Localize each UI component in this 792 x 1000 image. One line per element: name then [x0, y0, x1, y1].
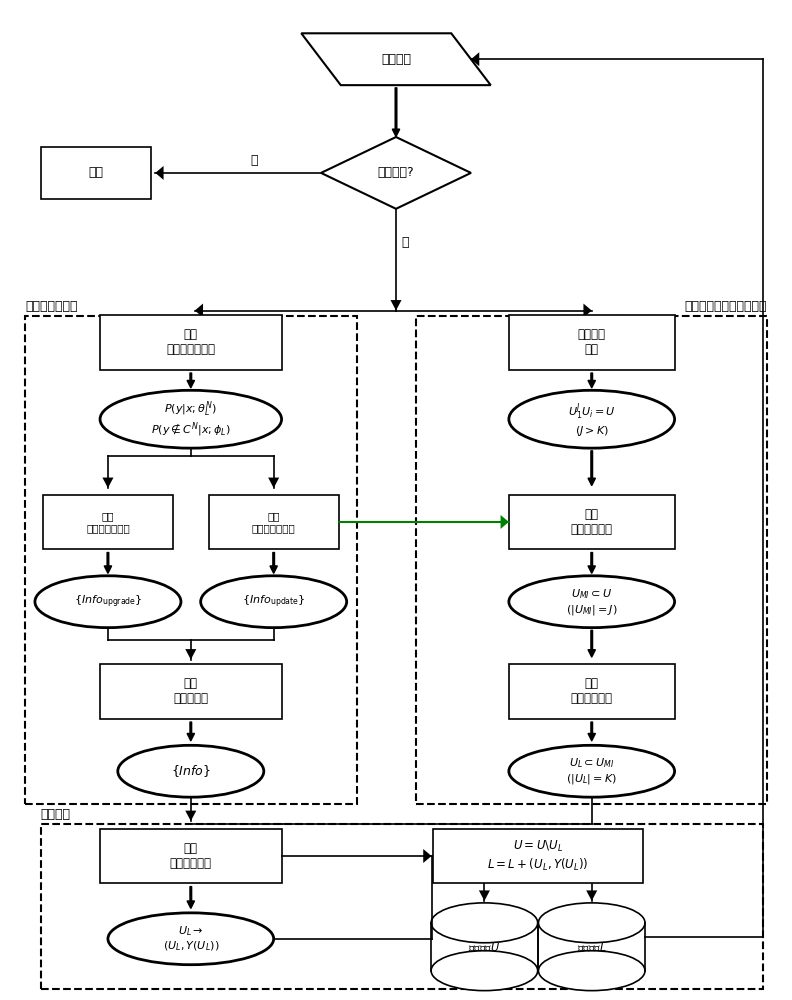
FancyArrowPatch shape	[188, 722, 194, 741]
Text: 选取
最有信息样本: 选取 最有信息样本	[571, 508, 613, 536]
Text: $U_L\subset U_{MI}$
$(|U_L| = K)$: $U_L\subset U_{MI}$ $(|U_L| = K)$	[566, 756, 617, 786]
FancyBboxPatch shape	[431, 923, 538, 971]
Text: 计算
模型变更信息量: 计算 模型变更信息量	[86, 511, 130, 533]
Text: $P(y|x;\theta_L^N)$
$P(y\notin C^N|x;\phi_L)$: $P(y|x;\theta_L^N)$ $P(y\notin C^N|x;\ph…	[150, 399, 230, 439]
Ellipse shape	[118, 745, 264, 797]
Polygon shape	[390, 300, 402, 311]
Text: $\{Info\}$: $\{Info\}$	[171, 763, 211, 779]
Polygon shape	[301, 33, 491, 85]
Polygon shape	[185, 811, 196, 821]
Ellipse shape	[539, 951, 645, 991]
Ellipse shape	[508, 390, 675, 448]
Polygon shape	[471, 52, 479, 66]
FancyBboxPatch shape	[100, 315, 282, 370]
FancyArrowPatch shape	[393, 88, 399, 136]
Text: 计算
总体信息量: 计算 总体信息量	[173, 677, 208, 705]
Polygon shape	[501, 515, 508, 529]
Text: 未标注集
聚类: 未标注集 聚类	[577, 328, 606, 356]
Ellipse shape	[35, 576, 181, 628]
Polygon shape	[102, 478, 113, 488]
Text: $U_1^J U_i = U$
$(J > K)$: $U_1^J U_i = U$ $(J > K)$	[568, 401, 615, 438]
Text: 选取
最有信息样本: 选取 最有信息样本	[571, 677, 613, 705]
FancyArrowPatch shape	[270, 553, 277, 573]
Text: 计算
模型变更信息量: 计算 模型变更信息量	[166, 328, 215, 356]
Ellipse shape	[431, 951, 538, 991]
Polygon shape	[586, 890, 597, 901]
FancyArrowPatch shape	[105, 553, 112, 573]
FancyBboxPatch shape	[100, 829, 282, 883]
Text: 基于聚类的样本批量选取: 基于聚类的样本批量选取	[684, 300, 767, 313]
FancyBboxPatch shape	[208, 495, 339, 549]
FancyBboxPatch shape	[508, 664, 675, 719]
Text: 结束: 结束	[89, 166, 104, 179]
Polygon shape	[155, 166, 164, 180]
Text: $U_{MI}\subset U$
$(|U_{MI}| = J)$: $U_{MI}\subset U$ $(|U_{MI}| = J)$	[566, 587, 618, 617]
Text: $U_L\to$
$(U_L, Y(U_L))$: $U_L\to$ $(U_L, Y(U_L))$	[162, 924, 219, 953]
FancyArrowPatch shape	[588, 722, 596, 741]
FancyArrowPatch shape	[588, 451, 596, 485]
Text: $U = U\backslash U_L$
$L = L + (U_L, Y(U_L))$: $U = U\backslash U_L$ $L = L + (U_L, Y(U…	[487, 839, 588, 873]
Text: $\{Info_{\mathrm{update}}\}$: $\{Info_{\mathrm{update}}\}$	[242, 594, 306, 610]
Polygon shape	[423, 849, 432, 863]
Ellipse shape	[431, 903, 538, 943]
FancyArrowPatch shape	[588, 630, 596, 657]
FancyBboxPatch shape	[100, 664, 282, 719]
Ellipse shape	[508, 745, 675, 797]
Polygon shape	[584, 304, 592, 318]
FancyArrowPatch shape	[588, 373, 596, 388]
Text: 分类模型: 分类模型	[381, 53, 411, 66]
FancyArrowPatch shape	[588, 553, 596, 573]
Polygon shape	[195, 304, 203, 318]
FancyBboxPatch shape	[43, 495, 173, 549]
Text: 计算
模型调优信息量: 计算 模型调优信息量	[252, 511, 295, 533]
Text: $\{Info_{\mathrm{upgrade}}\}$: $\{Info_{\mathrm{upgrade}}\}$	[74, 594, 143, 610]
Text: 符合要求?: 符合要求?	[378, 166, 414, 179]
Text: 标注
最有信息样本: 标注 最有信息样本	[169, 842, 211, 870]
Text: 否: 否	[402, 236, 409, 249]
FancyBboxPatch shape	[41, 147, 151, 199]
Ellipse shape	[108, 913, 274, 965]
Ellipse shape	[200, 576, 347, 628]
FancyArrowPatch shape	[188, 887, 194, 908]
Polygon shape	[479, 890, 490, 901]
Text: 样本信息量度量: 样本信息量度量	[25, 300, 78, 313]
Ellipse shape	[508, 576, 675, 628]
FancyBboxPatch shape	[508, 495, 675, 549]
Ellipse shape	[100, 390, 282, 448]
FancyBboxPatch shape	[433, 829, 642, 883]
FancyArrowPatch shape	[188, 373, 194, 388]
Text: 是: 是	[250, 154, 257, 167]
Ellipse shape	[539, 903, 645, 943]
Text: 未标注集$U$: 未标注集$U$	[468, 941, 501, 953]
Polygon shape	[321, 137, 471, 209]
Polygon shape	[185, 649, 196, 660]
FancyBboxPatch shape	[539, 923, 645, 971]
Text: 已标注集$L$: 已标注集$L$	[577, 941, 607, 953]
FancyBboxPatch shape	[508, 315, 675, 370]
Text: 样本标注: 样本标注	[41, 808, 70, 821]
Polygon shape	[268, 478, 280, 488]
